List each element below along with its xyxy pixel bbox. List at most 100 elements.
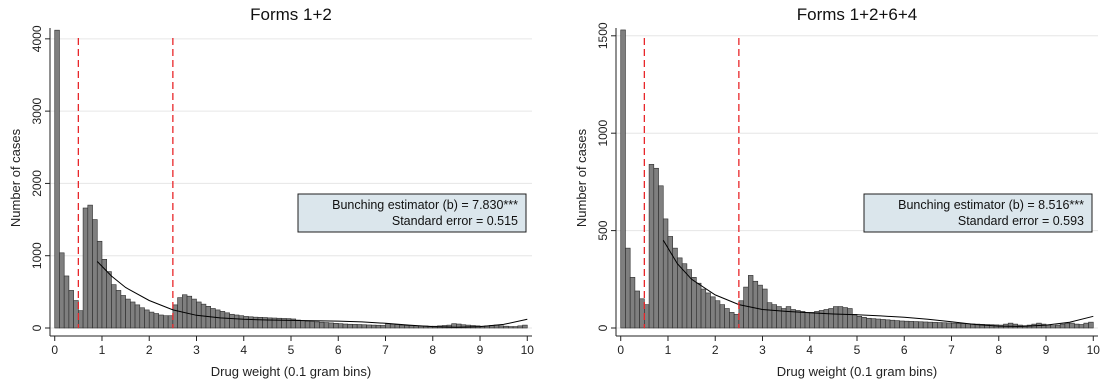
chart-panel-forms-1-2: Forms 1+2 0 1000 2000 3000 4000 0 1 2 3 4 5 6 7 8 9 10 Dr…	[8, 5, 534, 379]
histogram-bar	[1088, 321, 1094, 329]
histogram-bar	[87, 204, 93, 329]
histogram-bar	[347, 323, 353, 329]
histogram-bar	[522, 324, 528, 329]
histogram-bar	[662, 218, 669, 329]
histogram-bar	[399, 324, 405, 329]
fitted-curve	[96, 261, 528, 328]
histogram-bar	[899, 320, 905, 329]
y-tick-label: 3000	[30, 97, 44, 124]
histogram-bar	[375, 324, 382, 329]
x-tick-label: 5	[288, 343, 295, 357]
histogram-bar	[837, 306, 844, 329]
histogram-bar	[243, 316, 249, 329]
histogram-bar	[847, 308, 853, 329]
histogram-bar	[1050, 325, 1056, 329]
annotation-estimator: Bunching estimator (b) = 7.830***	[332, 198, 518, 212]
histogram-bar	[111, 284, 117, 329]
x-tick-label: 0	[617, 343, 624, 357]
annotation-standard-error: Standard error = 0.515	[392, 214, 518, 228]
histogram-bar	[785, 306, 792, 329]
histogram-bar	[733, 314, 740, 329]
histogram-bar	[1055, 324, 1061, 329]
histogram-bar	[337, 323, 344, 329]
histogram-bar	[1069, 322, 1075, 329]
histogram-bar	[922, 321, 929, 329]
histogram-bar	[955, 323, 962, 329]
histogram-bar	[371, 324, 377, 329]
histogram-bar	[714, 300, 721, 329]
annotation-standard-error: Standard error = 0.593	[958, 214, 1084, 228]
histogram-bar	[319, 321, 325, 329]
histogram-bar	[106, 271, 112, 329]
x-tick-label: 10	[1087, 343, 1101, 357]
histogram-bar	[73, 300, 79, 329]
histogram-bar	[144, 309, 150, 329]
y-axis-label: Number of cases	[574, 128, 589, 227]
histogram-bar	[512, 326, 519, 329]
histogram-bar	[771, 304, 777, 329]
histogram-bar	[823, 309, 829, 329]
histogram-bar	[342, 323, 349, 329]
histogram-bar	[498, 325, 504, 329]
x-tick-label: 9	[1043, 343, 1050, 357]
histogram-bar	[908, 321, 915, 329]
y-tick-label: 0	[30, 324, 44, 331]
histogram-bar	[757, 284, 763, 329]
histogram-bar	[795, 310, 801, 329]
histogram-bar	[186, 295, 193, 329]
histogram-bar	[328, 322, 334, 329]
histogram-bar	[894, 320, 900, 329]
histogram-bar	[158, 314, 164, 329]
y-tick-label: 1500	[596, 22, 610, 49]
histogram-bar	[828, 308, 834, 329]
histogram-bar	[889, 319, 896, 329]
histogram-bar	[1059, 323, 1066, 329]
histogram-bar	[870, 318, 877, 329]
chart-title: Forms 1+2	[250, 5, 332, 24]
histogram-bar	[634, 290, 640, 329]
histogram-bar	[719, 304, 725, 329]
histogram-bar	[238, 315, 245, 329]
histogram-bar	[937, 322, 943, 329]
histogram-bar	[1078, 324, 1085, 329]
histogram-bar	[885, 319, 891, 329]
histogram-bar	[92, 219, 98, 329]
histogram-bar	[385, 323, 391, 329]
x-tick-label: 3	[759, 343, 766, 357]
histogram-bar	[875, 318, 881, 329]
histogram-bar	[951, 322, 957, 329]
histogram-bar	[743, 286, 749, 329]
histogram-bar	[705, 292, 711, 329]
histogram-bar	[219, 311, 226, 329]
histogram-bar	[120, 295, 126, 329]
histogram-bar	[700, 288, 707, 329]
histogram-bar	[404, 325, 410, 329]
x-tick-label: 6	[901, 343, 908, 357]
x-tick-label: 7	[948, 343, 955, 357]
histogram-bar	[508, 326, 514, 329]
histogram-bar	[68, 290, 74, 329]
histogram-bar	[856, 316, 863, 329]
histogram-bar	[63, 275, 70, 329]
histogram-bar	[210, 308, 216, 329]
x-tick-label: 2	[712, 343, 719, 357]
histogram-bar	[267, 317, 273, 329]
annotation-box	[863, 193, 1093, 233]
histogram-bar	[932, 322, 938, 329]
x-tick-label: 9	[477, 343, 484, 357]
x-tick-label: 6	[335, 343, 342, 357]
histogram-bar	[130, 301, 136, 329]
histogram-bar	[517, 325, 523, 329]
histogram-bar	[380, 325, 386, 329]
histogram-bar	[314, 321, 320, 329]
x-axis-label: Drug weight (0.1 gram bins)	[777, 364, 937, 379]
y-tick-label: 2000	[30, 170, 44, 197]
histogram-bar	[639, 298, 645, 329]
histogram-bar	[729, 312, 735, 329]
histogram-bar	[620, 29, 626, 329]
x-tick-label: 8	[429, 343, 436, 357]
y-tick-label: 1000	[596, 120, 610, 147]
histogram-bar	[1045, 324, 1052, 329]
histogram-bar	[503, 325, 509, 329]
histogram-bar	[148, 311, 155, 329]
